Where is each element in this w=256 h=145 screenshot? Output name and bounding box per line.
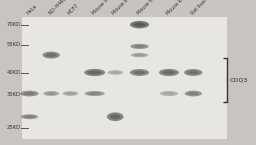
Ellipse shape [107,112,124,121]
Ellipse shape [84,69,105,76]
Ellipse shape [24,115,35,118]
Text: HeLa: HeLa [26,4,38,16]
Text: 25KD: 25KD [6,125,20,130]
Ellipse shape [187,71,199,74]
Ellipse shape [159,69,179,76]
Ellipse shape [184,69,202,76]
Text: 55KD: 55KD [6,42,20,47]
Text: Mouse liver: Mouse liver [91,0,115,16]
Ellipse shape [43,91,59,96]
Ellipse shape [185,91,202,96]
Ellipse shape [42,52,60,59]
Ellipse shape [88,92,101,95]
Ellipse shape [160,91,178,96]
Ellipse shape [110,114,121,119]
Ellipse shape [130,69,149,76]
Text: NCI-H460: NCI-H460 [48,0,68,16]
Ellipse shape [133,23,146,27]
Text: Rat liver: Rat liver [190,0,208,16]
Ellipse shape [85,91,105,96]
Ellipse shape [130,21,149,28]
Text: MCF7: MCF7 [67,3,80,16]
Ellipse shape [133,71,146,74]
Ellipse shape [163,92,175,95]
Ellipse shape [134,54,145,56]
Text: 70KD: 70KD [6,22,20,27]
Ellipse shape [46,53,57,57]
Ellipse shape [131,53,148,57]
Text: Mouse kidney: Mouse kidney [165,0,193,16]
Ellipse shape [88,70,102,75]
Text: Mouse brain: Mouse brain [112,0,136,16]
Text: 35KD: 35KD [6,92,20,97]
Ellipse shape [134,45,145,48]
Ellipse shape [65,92,76,95]
Ellipse shape [46,92,56,95]
Ellipse shape [110,71,120,74]
Ellipse shape [62,91,78,96]
Ellipse shape [188,92,199,95]
Ellipse shape [107,70,123,75]
Ellipse shape [163,70,175,75]
Ellipse shape [24,92,35,95]
Text: 40KD: 40KD [6,70,20,75]
Text: Mouse heart: Mouse heart [136,0,161,16]
Ellipse shape [20,91,39,96]
Text: COQ3: COQ3 [229,77,248,82]
Ellipse shape [130,44,149,49]
Ellipse shape [21,114,38,119]
FancyBboxPatch shape [22,17,227,139]
